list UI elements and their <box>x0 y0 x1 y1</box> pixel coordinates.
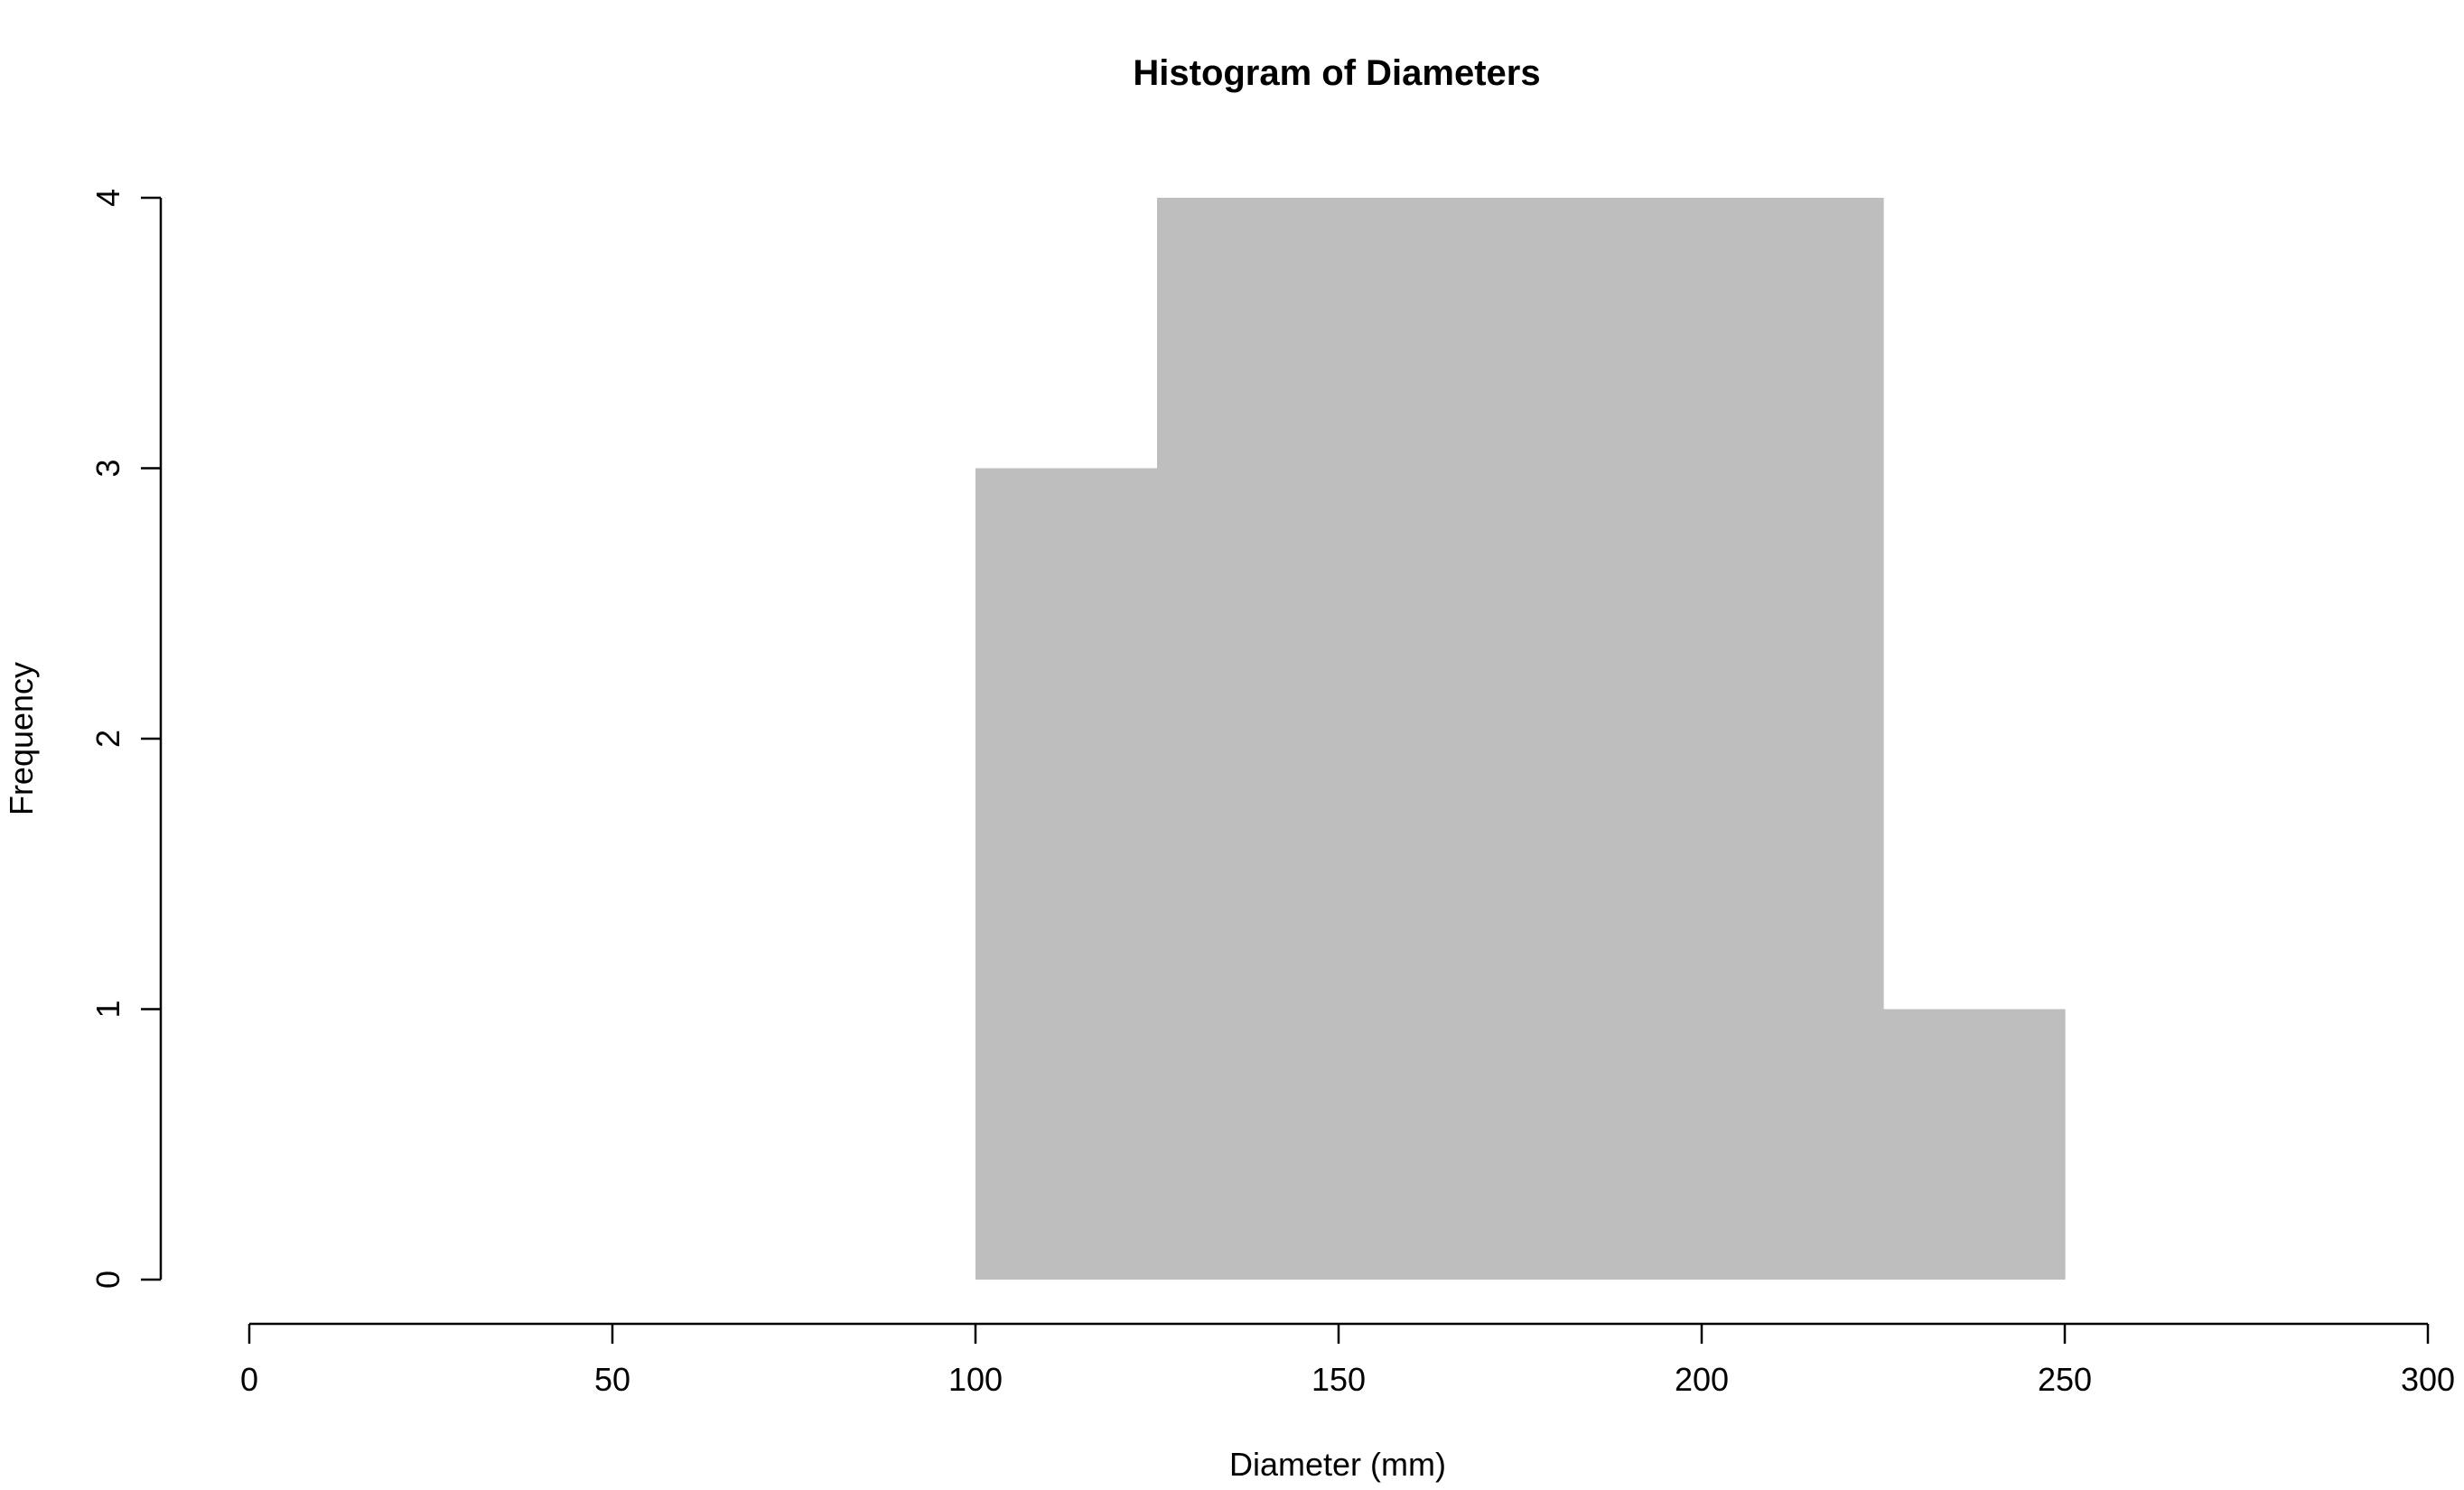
histogram-bar-2 <box>1157 198 1339 1280</box>
y-tick-label: 3 <box>89 459 126 477</box>
x-tick-label: 0 <box>240 1361 258 1398</box>
x-tick-label: 250 <box>2038 1361 2092 1398</box>
histogram-bars <box>975 198 2066 1280</box>
y-tick-label: 4 <box>89 189 126 207</box>
y-tick-label: 2 <box>89 730 126 748</box>
y-axis: 0 1 2 3 4 <box>89 189 163 1289</box>
histogram-bar-5 <box>1702 198 1884 1280</box>
histogram-bar-4 <box>1520 198 1703 1280</box>
x-tick-label: 100 <box>948 1361 1003 1398</box>
y-tick-label: 0 <box>89 1271 126 1289</box>
x-tick-label: 150 <box>1311 1361 1366 1398</box>
y-axis-ticks: 0 1 2 3 4 <box>89 189 161 1289</box>
histogram-bar-1 <box>975 468 1158 1280</box>
x-tick-label: 50 <box>594 1361 630 1398</box>
histogram-bar-6 <box>1883 1009 2066 1280</box>
x-axis: 0 50 100 150 200 250 300 <box>240 1322 2455 1398</box>
x-axis-label: Diameter (mm) <box>1229 1446 1446 1483</box>
histogram-bar-3 <box>1339 198 1521 1280</box>
x-tick-label: 300 <box>2401 1361 2455 1398</box>
x-axis-ticks: 0 50 100 150 200 250 300 <box>240 1324 2455 1398</box>
chart-title: Histogram of Diameters <box>1133 53 1540 93</box>
y-axis-label: Frequency <box>3 662 40 815</box>
y-tick-label: 1 <box>89 1000 126 1018</box>
x-tick-label: 200 <box>1675 1361 1729 1398</box>
